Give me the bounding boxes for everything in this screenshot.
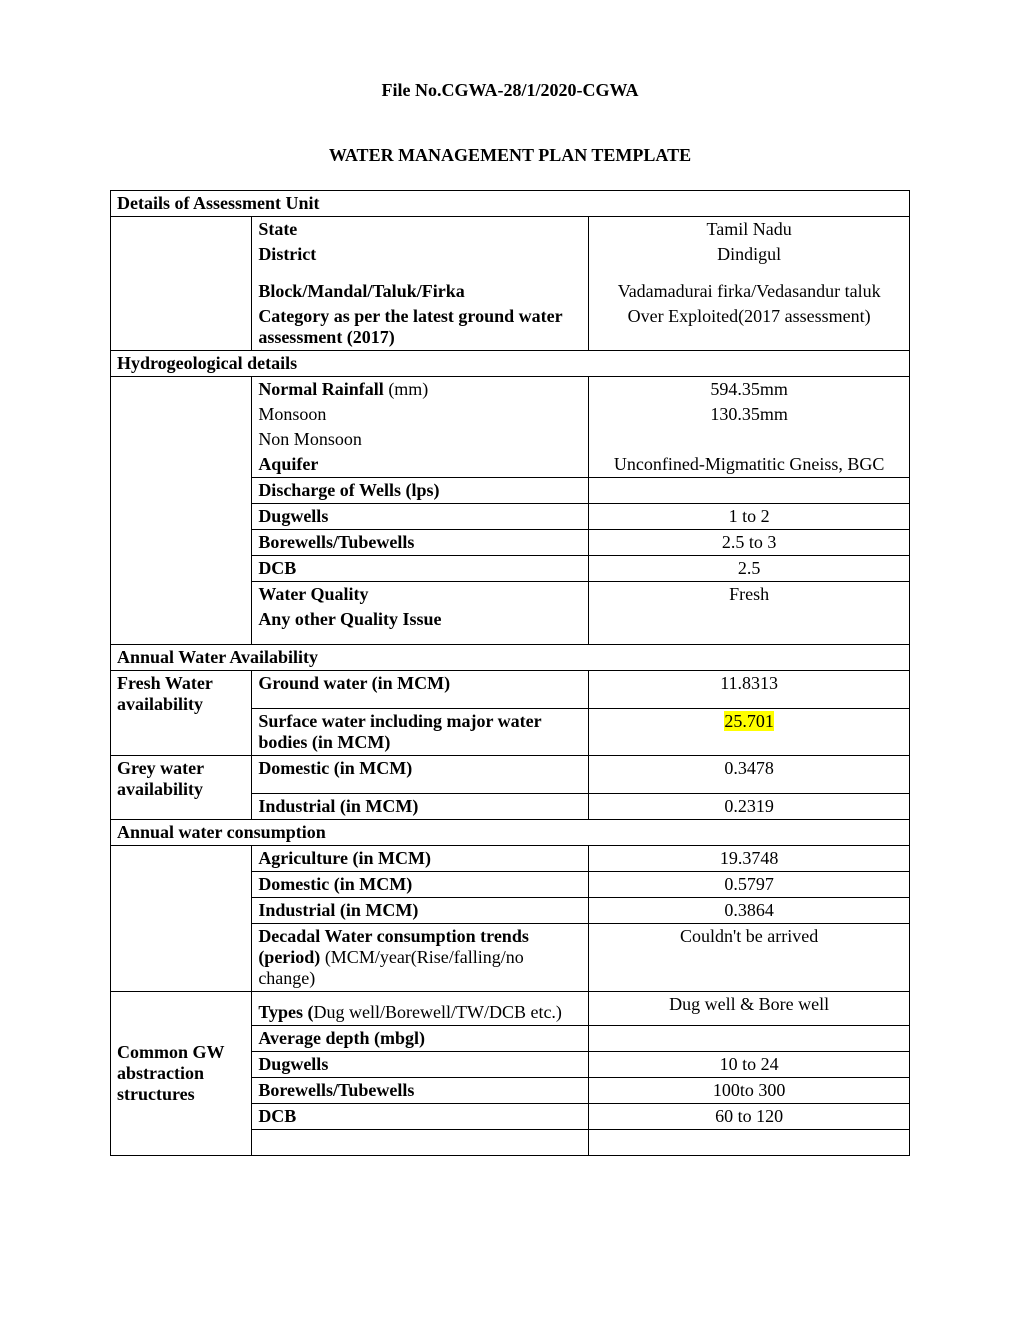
rainfall-unit: (mm)	[384, 379, 429, 399]
gw-value: 11.8313	[589, 671, 910, 709]
district-label: District	[252, 242, 589, 279]
cg-dcb-label: DCB	[252, 1104, 589, 1130]
ac-industrial-value: 0.3864	[589, 898, 910, 924]
ac-domestic-label: Domestic (in MCM)	[252, 872, 589, 898]
agri-value: 19.3748	[589, 846, 910, 872]
monsoon-label: Monsoon	[252, 402, 589, 427]
aa-industrial-value: 0.2319	[589, 794, 910, 820]
gw-label: Ground water (in MCM)	[252, 671, 589, 709]
discharge-label: Discharge of Wells (lps)	[252, 478, 589, 504]
dugwells-label: Dugwells	[252, 504, 589, 530]
cg-last-blank-2	[589, 1130, 910, 1156]
rainfall-label: Normal Rainfall (mm)	[252, 377, 589, 403]
category-value: Over Exploited(2017 assessment)	[589, 304, 910, 351]
borewells-label: Borewells/Tubewells	[252, 530, 589, 556]
section-hydrogeo: Hydrogeological details	[111, 351, 910, 377]
cg-dcb-value: 60 to 120	[589, 1104, 910, 1130]
ac-left-blank-4	[111, 924, 252, 992]
aa-industrial-label: Industrial (in MCM)	[252, 794, 589, 820]
cg-dugwells-label: Dugwells	[252, 1052, 589, 1078]
aa-domestic-label: Domestic (in MCM)	[252, 756, 589, 794]
category-label: Category as per the latest ground water …	[252, 304, 589, 351]
state-label: State	[252, 217, 589, 243]
district-value: Dindigul	[589, 242, 910, 279]
section-annual-cons: Annual water consumption	[111, 820, 910, 846]
cg-dugwells-value: 10 to 24	[589, 1052, 910, 1078]
cg-last-blank-1	[252, 1130, 589, 1156]
ac-left-blank-2	[111, 872, 252, 898]
hg-left-blank-6	[111, 582, 252, 645]
greywater-label: Grey water availability	[111, 756, 252, 820]
block-value: Vadamadurai firka/Vedasandur taluk	[589, 279, 910, 304]
common-gw-label: Common GW abstraction structures	[111, 992, 252, 1156]
rainfall-value: 594.35mm	[589, 377, 910, 403]
ac-left-blank-3	[111, 898, 252, 924]
types-label: Types (Dug well/Borewell/TW/DCB etc.)	[252, 992, 589, 1026]
wqissue-label: Any other Quality Issue	[252, 607, 589, 645]
nonmonsoon-value	[589, 427, 910, 452]
section-annual-avail: Annual Water Availability	[111, 645, 910, 671]
state-value: Tamil Nadu	[589, 217, 910, 243]
wq-value: Fresh	[589, 582, 910, 608]
sw-label: Surface water including major water bodi…	[252, 709, 589, 756]
monsoon-value: 130.35mm	[589, 402, 910, 427]
ac-left-blank-1	[111, 846, 252, 872]
cg-borewells-label: Borewells/Tubewells	[252, 1078, 589, 1104]
block-label: Block/Mandal/Taluk/Firka	[252, 279, 589, 304]
hg-left-blank-2	[111, 478, 252, 504]
main-table: Details of Assessment Unit State Tamil N…	[110, 190, 910, 1156]
avgdepth-label: Average depth (mbgl)	[252, 1026, 589, 1052]
aquifer-label: Aquifer	[252, 452, 589, 478]
sw-value: 25.701	[724, 711, 774, 731]
aa-domestic-value: 0.3478	[589, 756, 910, 794]
ac-domestic-value: 0.5797	[589, 872, 910, 898]
wqissue-value	[589, 607, 910, 645]
section-assessment-unit: Details of Assessment Unit	[111, 191, 910, 217]
hg-left-blank-5	[111, 556, 252, 582]
types-value: Dug well & Bore well	[589, 992, 910, 1026]
types-label-rest: Dug well/Borewell/TW/DCB etc.)	[313, 1002, 561, 1022]
nonmonsoon-label: Non Monsoon	[252, 427, 589, 452]
file-number: File No.CGWA-28/1/2020-CGWA	[110, 80, 910, 101]
dcb-label: DCB	[252, 556, 589, 582]
cg-borewells-value: 100to 300	[589, 1078, 910, 1104]
au-left-blank	[111, 217, 252, 351]
types-label-bold: Types (	[258, 1002, 313, 1022]
avgdepth-value	[589, 1026, 910, 1052]
borewells-value: 2.5 to 3	[589, 530, 910, 556]
aquifer-value: Unconfined-Migmatitic Gneiss, BGC	[589, 452, 910, 478]
decadal-label: Decadal Water consumption trends (period…	[252, 924, 589, 992]
hg-left-blank-1	[111, 377, 252, 478]
page-title: WATER MANAGEMENT PLAN TEMPLATE	[110, 145, 910, 166]
wq-label: Water Quality	[252, 582, 589, 608]
hg-left-blank-3	[111, 504, 252, 530]
decadal-value: Couldn't be arrived	[589, 924, 910, 992]
agri-label: Agriculture (in MCM)	[252, 846, 589, 872]
dugwells-value: 1 to 2	[589, 504, 910, 530]
ac-industrial-label: Industrial (in MCM)	[252, 898, 589, 924]
sw-value-cell: 25.701	[589, 709, 910, 756]
freshwater-label: Fresh Water availability	[111, 671, 252, 756]
rainfall-label-bold: Normal Rainfall	[258, 379, 384, 399]
dcb-value: 2.5	[589, 556, 910, 582]
discharge-value	[589, 478, 910, 504]
hg-left-blank-4	[111, 530, 252, 556]
